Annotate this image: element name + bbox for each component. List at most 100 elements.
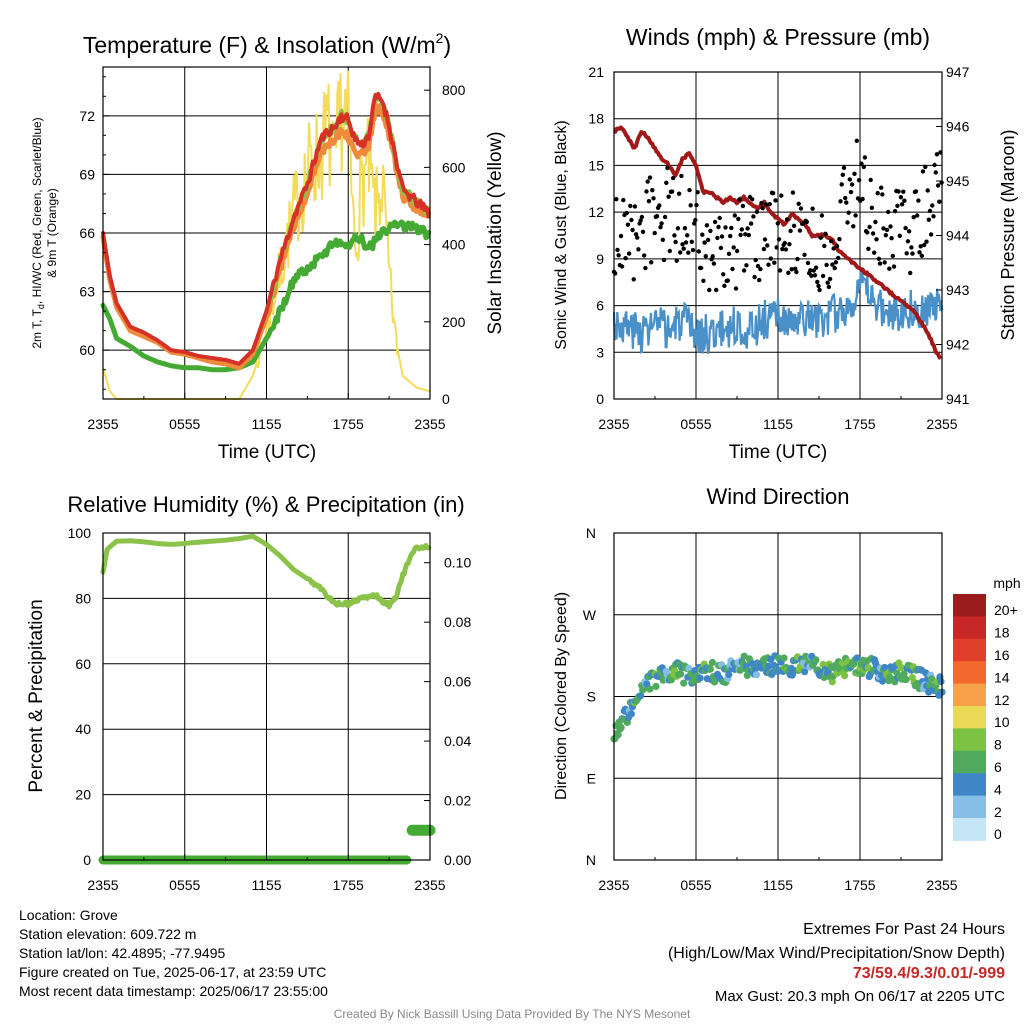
gust-point [623,256,628,261]
gust-point [700,232,705,237]
extremes-subtitle: (High/Low/Max Wind/Precipitation/Snow De… [667,945,1005,962]
gust-point [616,253,621,258]
wind-y-tick-label: 21 [588,64,604,80]
direction-point [677,670,685,678]
solar-y-tick-label: 800 [442,82,466,98]
gust-point [718,245,724,251]
gust-point [753,257,758,263]
wind-y-tick-label: 0 [596,391,604,407]
station-info: Location: Grove Station elevation: 609.7… [19,906,328,1001]
gust-point [687,187,692,193]
gust-point [626,251,632,256]
pressure-y-tick-label: 941 [946,391,970,407]
gust-point [856,178,862,183]
gust-point [726,251,732,256]
gust-point [754,209,760,214]
gust-point [933,170,938,175]
gust-point [905,239,911,244]
gust-point [802,252,807,257]
precip-y-tick-label: 0.06 [444,674,471,690]
gust-point [639,214,645,220]
wind-ylabel: Sonic Wind & Gust (Blue, Black) [553,120,570,349]
legend-swatch [953,795,986,819]
gust-point [779,193,784,198]
gust-point [615,247,620,253]
solar-ylabel: Solar Insolation (Yellow) [485,131,506,334]
direction-points [610,652,946,743]
humidity-grid [103,533,430,860]
direction-panel: Wind Direction 2355 0555 1155 1755 2355NESWN… [553,484,1021,893]
gust-point [891,264,897,269]
gust-point [717,215,722,221]
humidity-x-tick-label: 2355 [87,877,118,893]
gust-point [683,240,689,245]
gust-point [882,260,887,265]
direction-y-tick-label: N [586,525,596,541]
direction-point [646,685,654,693]
gust-point [920,169,926,174]
legend-label: 0 [994,826,1002,842]
direction-point [752,671,761,679]
gust-point [659,221,664,226]
legend-swatch [953,773,986,797]
gust-point [758,266,763,272]
gust-point [917,250,922,255]
gust-point [628,203,633,209]
gust-point [694,202,699,208]
gust-point [736,216,741,222]
gust-point [862,155,868,160]
temperature-series [100,70,432,400]
direction-point [801,668,809,676]
humidity-y-tick-label: 60 [75,656,91,672]
gust-point [701,278,706,283]
gust-point [816,283,821,289]
gust-point [776,237,782,242]
gust-point [675,226,681,231]
gust-point [931,214,936,219]
gust-point [725,278,730,283]
pressure-ylabel: Station Pressure (Maroon) [998,129,1018,340]
direction-point [902,675,910,684]
legend-label: 8 [994,737,1002,753]
direction-point [637,692,645,700]
temperature-ticks: 2355 0555 1155 1755 2355 60 63 66 69 72 0 200 400 600… [79,76,466,432]
gust-point [767,201,772,207]
gust-point [908,270,913,276]
gust-point [681,246,686,251]
gust-point [629,217,634,223]
precip-y-tick-label: 0.10 [444,555,471,571]
gust-point [870,231,876,236]
wind-y-tick-label: 3 [596,344,604,360]
gust-point [849,182,855,187]
credit-line: Created By Nick Bassill Using Data Provi… [333,1007,691,1021]
gust-point [934,152,940,157]
gust-point [682,226,688,231]
gust-point [738,232,743,238]
gust-point [915,213,920,218]
gust-point [831,246,836,251]
direction-point [696,674,704,682]
legend-swatch [953,683,986,707]
gust-point [818,235,823,240]
gust-point [646,199,652,204]
gust-point [825,280,830,285]
gust-point [721,272,726,277]
gust-point [873,219,878,225]
gust-point [760,206,765,211]
gust-point [928,232,934,237]
gust-point [680,242,685,247]
wind-series [611,125,944,360]
gust-point [746,232,751,238]
humidity-x-tick-label: 1755 [333,877,364,893]
wind-y-tick-label: 6 [596,298,604,314]
gust-point [812,273,818,278]
gust-point [935,183,941,188]
gust-point [664,180,669,185]
gust-point [922,242,927,248]
legend-label: 6 [994,759,1002,775]
gust-point [829,239,834,244]
precip-y-tick-label: 0.00 [444,852,471,868]
temperature-y-tick-label: 72 [79,108,95,124]
elevation-line: Station elevation: 609.722 m [19,926,197,942]
